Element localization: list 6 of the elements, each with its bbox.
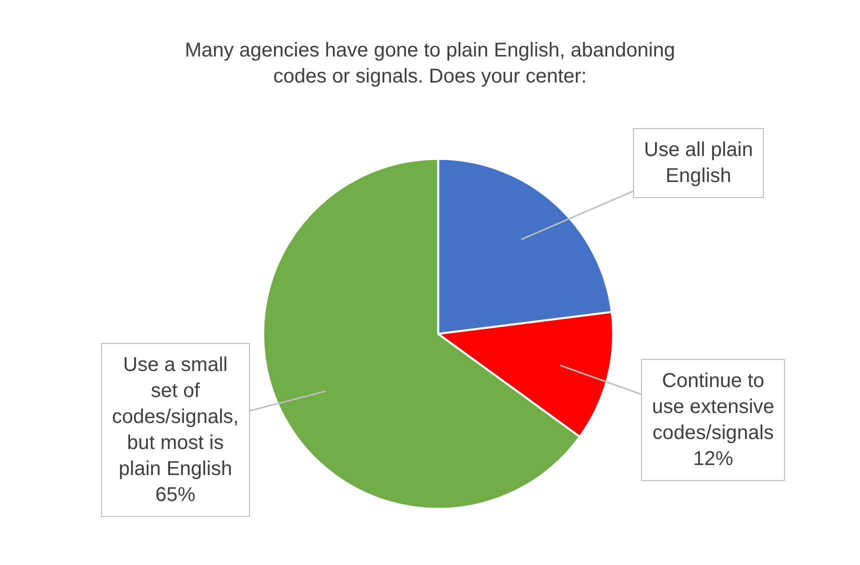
slice-label: Use a small set of codes/signals, but most is plain English xyxy=(112,354,239,480)
chart-title: Many agencies have gone to plain English, abandoning codes or signals. Does your center: xyxy=(184,40,676,88)
slice-label: Use all plain English xyxy=(644,139,753,187)
slice-label: Continue to use extensive codes/signals xyxy=(652,370,774,444)
data-label: 12% xyxy=(693,448,734,470)
data-label: 65% xyxy=(155,484,196,506)
